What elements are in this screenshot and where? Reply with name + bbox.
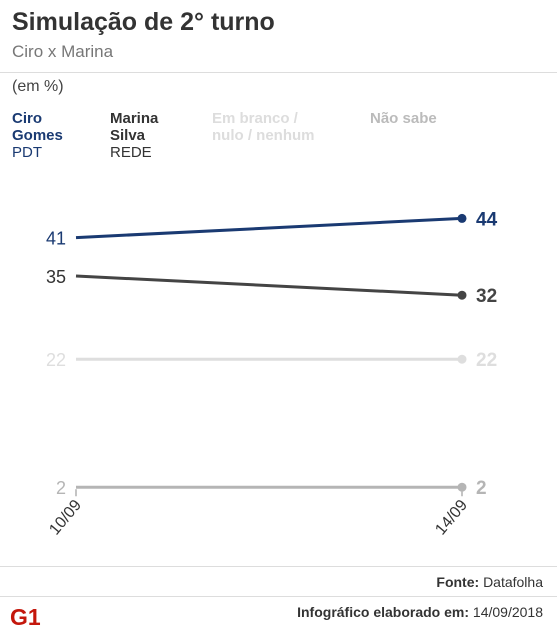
credit-label: Infográfico elaborado em: <box>297 604 470 620</box>
legend-party: REDE <box>110 144 152 161</box>
source-note: Fonte: Datafolha <box>436 574 543 590</box>
data-label: 22 <box>476 350 497 371</box>
credit-date: 14/09/2018 <box>472 604 543 620</box>
data-label: 44 <box>476 209 498 230</box>
x-tick-label: 10/09 <box>46 497 85 539</box>
data-label: 22 <box>46 350 66 370</box>
legend-name-line: Em branco / <box>212 110 298 127</box>
chart-title: Simulação de 2° turno <box>12 8 275 36</box>
legend-item-branco: Em branco / nulo / nenhum <box>212 110 315 144</box>
data-label: 2 <box>476 478 487 499</box>
x-tick-label: 14/09 <box>432 497 471 539</box>
series-line <box>75 216 463 240</box>
footer-divider <box>0 566 557 567</box>
legend-item-marina: Marina Silva REDE <box>110 110 158 161</box>
credit-note: Infográfico elaborado em: 14/09/2018 <box>297 604 543 620</box>
legend-item-ciro: Ciro Gomes PDT <box>12 110 63 161</box>
source-label: Fonte: <box>436 574 480 590</box>
legend-name-line: Marina <box>110 110 159 127</box>
legend-party: PDT <box>12 144 42 161</box>
legend-name-line: Ciro <box>12 110 42 127</box>
data-point <box>457 213 467 223</box>
data-label: 41 <box>46 229 66 249</box>
data-label: 35 <box>46 267 66 287</box>
data-label: 2 <box>56 478 66 498</box>
footer-divider-2 <box>0 596 557 597</box>
legend-name-line: Não sabe <box>370 110 437 127</box>
legend-item-nao-sabe: Não sabe <box>370 110 437 127</box>
data-label: 32 <box>476 286 497 307</box>
source-value: Datafolha <box>483 574 543 590</box>
header-divider <box>0 72 557 73</box>
data-point <box>457 290 467 300</box>
legend-name-line: Gomes <box>12 127 63 144</box>
g1-logo: G1 <box>10 604 41 628</box>
data-point <box>457 354 467 364</box>
data-point <box>457 482 467 492</box>
legend-name-line: nulo / nenhum <box>212 127 315 144</box>
unit-label: (em %) <box>12 78 64 95</box>
logo-text: G1 <box>10 604 41 628</box>
legend-name-line: Silva <box>110 127 146 144</box>
series-line <box>75 274 463 297</box>
chart-subtitle: Ciro x Marina <box>12 42 114 61</box>
